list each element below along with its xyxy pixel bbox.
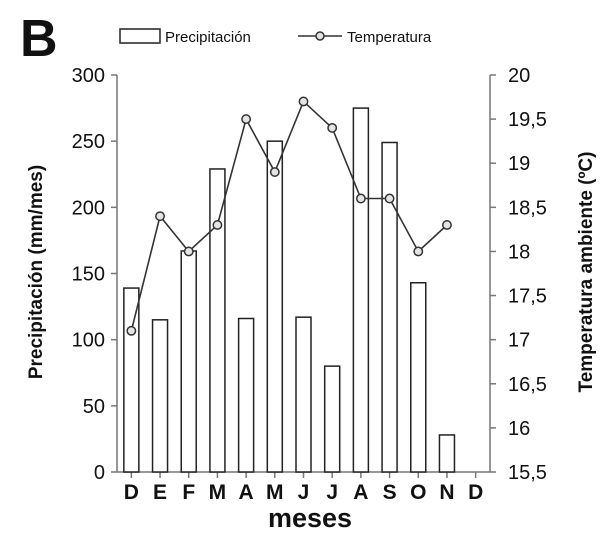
precipitation-bar <box>381 141 398 473</box>
temperature-point <box>155 211 165 222</box>
month-label: M <box>266 481 284 504</box>
month-label: N <box>439 481 454 504</box>
precipitation-bars <box>123 107 456 473</box>
y-right-tick-label: 16,5 <box>508 374 547 396</box>
panel-label: B <box>20 10 58 68</box>
precipitation-bar <box>438 434 456 473</box>
legend-bar-swatch <box>119 28 161 44</box>
temperature-polyline <box>130 100 448 332</box>
y-left-tick-label: 250 <box>72 131 105 153</box>
precipitation-bar <box>266 140 284 473</box>
temperature-point <box>241 114 252 125</box>
y-left-tick-label: 100 <box>72 330 105 352</box>
month-label: E <box>153 481 167 504</box>
temperature-point <box>183 246 194 257</box>
precipitation-bar <box>295 316 312 473</box>
y-right-tick-label: 19 <box>508 153 530 175</box>
temperature-point <box>212 220 223 230</box>
legend: Precipitación Temperatura <box>119 28 432 46</box>
x-axis-title: meses <box>268 503 352 533</box>
precipitation-bar <box>237 317 255 473</box>
axes <box>111 74 496 478</box>
legend-temperature-label: Temperatura <box>347 29 432 46</box>
y-right-tick-label: 17,5 <box>508 286 547 308</box>
y-left-tick-label: 300 <box>72 65 105 87</box>
y-left-tick-label: 150 <box>72 264 105 286</box>
precipitation-bar <box>352 107 370 473</box>
month-label: O <box>410 481 426 504</box>
month-label: J <box>298 481 310 504</box>
y-right-tick-label: 20 <box>508 65 530 87</box>
precipitation-bar <box>410 282 427 473</box>
y-right-tick-label: 18,5 <box>508 197 547 219</box>
month-label: D <box>124 481 139 504</box>
temperature-point <box>442 220 452 230</box>
y-left-tick-label: 50 <box>83 396 105 418</box>
month-label: F <box>182 481 195 504</box>
temperature-point <box>355 193 366 204</box>
y-left-tick-label: 0 <box>94 462 105 484</box>
y-right-tick-label: 17 <box>508 330 530 352</box>
precipitation-bar <box>323 365 341 473</box>
temperature-point <box>298 96 309 107</box>
tick-labels: 0 50 100 150 200 250 300 15,5 16 16,5 17 17,5 18 18,5… <box>72 65 547 504</box>
y-right-tick-label: 18 <box>508 241 530 263</box>
y-right-tick-label: 19,5 <box>508 109 547 131</box>
temperature-line <box>126 96 452 336</box>
y-left-tick-label: 200 <box>72 197 105 219</box>
temperature-point <box>384 193 395 204</box>
legend-precipitation-label: Precipitación <box>165 29 251 46</box>
month-label: S <box>383 481 397 504</box>
y-right-tick-label: 15,5 <box>508 462 547 484</box>
temperature-point <box>269 167 280 177</box>
temperature-point <box>327 122 338 133</box>
y-axis-left-title: Precipitación (mm/mes) <box>26 165 47 379</box>
month-label: M <box>209 481 227 504</box>
precipitation-bar <box>151 319 169 473</box>
precipitation-bar <box>209 168 226 473</box>
month-label: J <box>326 481 338 504</box>
month-label: A <box>239 481 254 504</box>
temperature-point <box>126 325 137 336</box>
legend-line-marker <box>315 31 325 41</box>
y-right-tick-label: 16 <box>508 418 530 440</box>
temperature-point <box>413 246 424 257</box>
precipitation-bar <box>180 250 197 473</box>
month-label: D <box>468 481 483 504</box>
precipitation-bar <box>123 287 140 473</box>
y-axis-right-title: Temperatura ambiente (ºC) <box>576 152 597 393</box>
month-label: A <box>353 481 368 504</box>
